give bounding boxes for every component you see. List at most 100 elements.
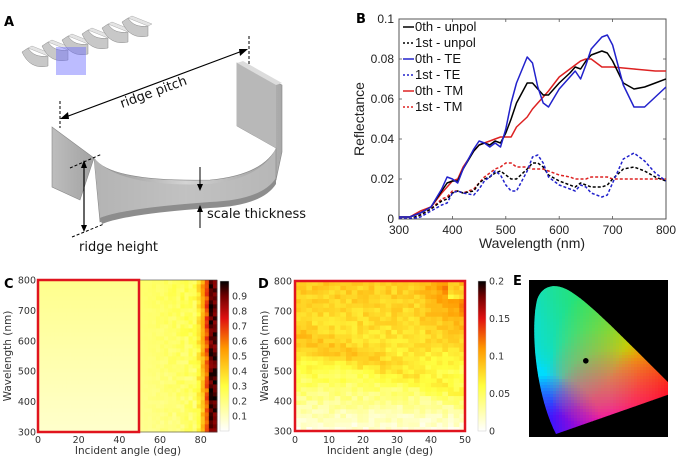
heatmap-cell [436, 360, 443, 366]
heatmap-cell [459, 311, 466, 317]
heatmap-cell [86, 356, 92, 361]
gamut-pixel [610, 388, 614, 392]
gamut-pixel [565, 334, 569, 338]
gamut-pixel [565, 325, 569, 329]
gamut-pixel [604, 376, 608, 380]
colorbar-tick-label: 0.2 [232, 397, 247, 408]
gamut-pixel [544, 376, 548, 380]
gamut-pixel [619, 385, 623, 389]
heatmap-cell [155, 320, 161, 325]
gamut-pixel [571, 313, 575, 317]
heatmap-cell [374, 360, 381, 366]
heatmap-cell [78, 352, 84, 357]
gamut-pixel [592, 358, 596, 362]
gamut-pixel [613, 382, 617, 386]
ridge-pitch-label: ridge pitch [118, 74, 189, 112]
gamut-pixel [577, 418, 581, 422]
heatmap-cell [127, 292, 132, 297]
heatmap-cell [139, 388, 145, 393]
gamut-pixel [562, 394, 566, 398]
heatmap-cell [385, 364, 392, 370]
gamut-pixel [568, 424, 572, 428]
gamut-pixel [535, 355, 539, 359]
gamut-pixel [562, 343, 566, 347]
heatmap-cell [436, 347, 443, 352]
gamut-pixel [601, 415, 605, 419]
heatmap-cell [38, 416, 43, 421]
heatmap-cell [200, 308, 206, 313]
heatmap-cell [139, 332, 145, 337]
gamut-pixel [598, 406, 602, 410]
gamut-pixel [562, 328, 566, 332]
gamut-pixel [559, 301, 563, 305]
heatmap-cell [192, 412, 198, 417]
heatmap-cell [90, 292, 96, 297]
heatmap-cell [204, 300, 210, 305]
gamut-pixel [586, 409, 590, 413]
heatmap-cell [448, 413, 455, 419]
heatmap-cell [119, 312, 124, 317]
x-tick-label: 20 [357, 435, 369, 446]
heatmap-cell [70, 368, 76, 373]
heatmap-cell [66, 340, 71, 345]
y-axis-label-d: Wavelength (nm) [259, 311, 271, 402]
gamut-pixel [580, 334, 584, 338]
gamut-pixel [565, 352, 569, 356]
gamut-pixel [589, 307, 593, 311]
heatmap-cell [54, 372, 59, 377]
heatmap-cell [208, 336, 214, 341]
heatmap-cell [66, 344, 71, 349]
heatmap-cell [196, 304, 202, 309]
gamut-pixel [619, 358, 623, 362]
heatmap-cell [82, 316, 88, 321]
heatmap-cell [160, 388, 165, 393]
gamut-pixel [538, 373, 542, 377]
heatmap-cell [82, 360, 88, 365]
heatmap-cell [90, 316, 96, 321]
gamut-pixel [583, 382, 587, 386]
heatmap-cell [414, 285, 421, 291]
heatmap-cell [50, 284, 55, 289]
heatmap-cell [103, 352, 108, 357]
heatmap-cell [94, 356, 100, 361]
heatmap-cell [323, 342, 330, 348]
heatmap-cell [168, 384, 173, 389]
heatmap-cell [184, 296, 189, 301]
heatmap-cell [111, 296, 116, 301]
gamut-pixel [586, 370, 590, 374]
gamut-pixel [592, 403, 596, 407]
heatmap-cell [192, 408, 198, 413]
gamut-pixel [538, 307, 542, 311]
heatmap-cell [70, 320, 76, 325]
gamut-pixel [640, 361, 644, 365]
heatmap-cell [385, 320, 392, 326]
heatmap-cell [363, 378, 370, 383]
colorbar-tick-label: 0 [489, 427, 495, 438]
heatmap-cell [50, 360, 55, 365]
gamut-pixel [565, 394, 569, 398]
gamut-pixel [547, 364, 551, 368]
gamut-pixel [550, 292, 554, 296]
heatmap-cell [431, 311, 438, 317]
heatmap-cell [99, 404, 104, 409]
heatmap-cell [374, 289, 381, 295]
gamut-pixel [541, 340, 545, 344]
heatmap-cell [442, 360, 449, 366]
heatmap-cell [448, 329, 455, 335]
heatmap-cell [58, 280, 63, 285]
gamut-pixel [589, 391, 593, 395]
heatmap-cell [312, 417, 319, 423]
gamut-pixel [544, 364, 548, 368]
gamut-pixel [646, 373, 650, 377]
heatmap-cell [54, 420, 59, 425]
gamut-pixel [571, 292, 575, 296]
heatmap-cell [38, 408, 43, 413]
heatmap-cell [448, 342, 455, 348]
gamut-pixel [577, 388, 581, 392]
heatmap-cell [453, 320, 460, 326]
heatmap-cell [306, 408, 313, 414]
gamut-pixel [601, 337, 605, 341]
heatmap-cell [38, 344, 43, 349]
heatmap-cell [312, 356, 319, 361]
heatmap-cell [99, 312, 104, 317]
